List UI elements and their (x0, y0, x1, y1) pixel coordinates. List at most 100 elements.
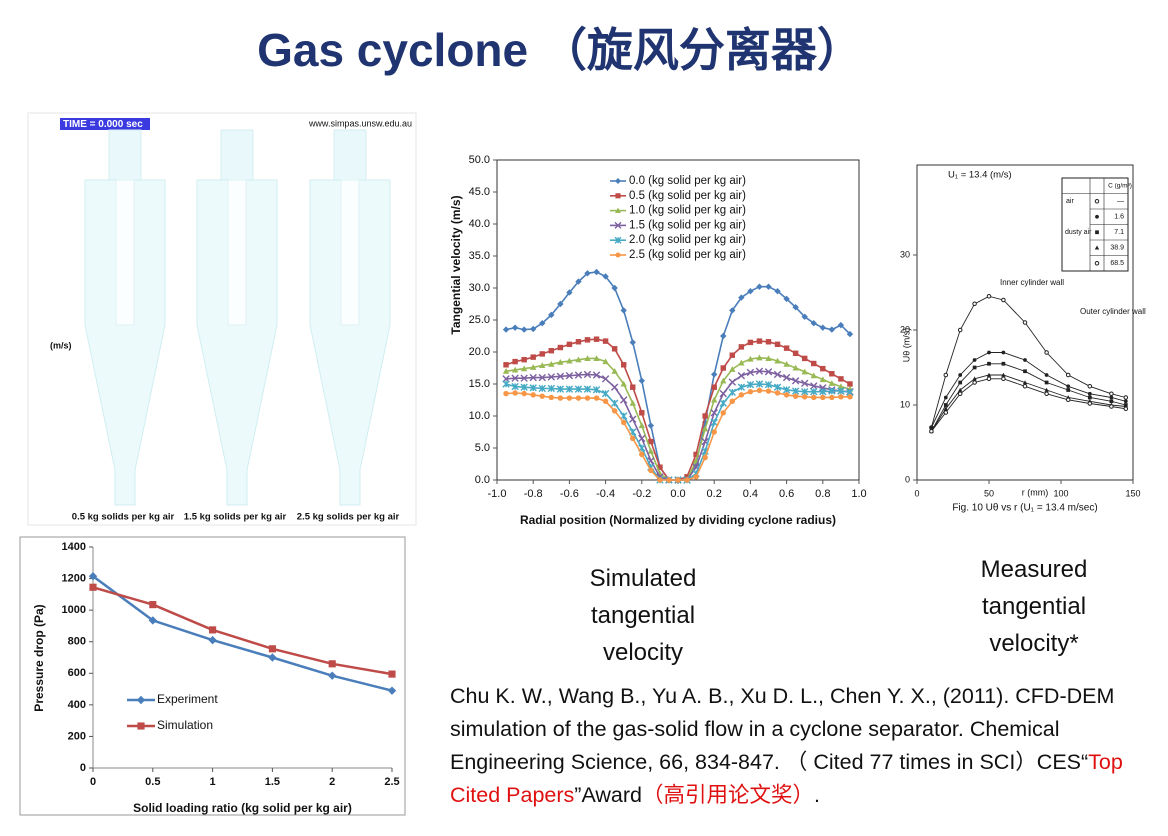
marker (593, 395, 600, 401)
y-tick-label: 400 (68, 699, 86, 711)
marker (1022, 320, 1028, 325)
marker (1066, 388, 1071, 392)
legend-group: air (1066, 198, 1074, 205)
marker (972, 358, 977, 362)
marker (943, 410, 949, 415)
y-tick-label: 40.0 (469, 218, 490, 230)
citation-highlight: Top Cited Papers (450, 750, 1123, 807)
marker (520, 383, 528, 391)
marker (1001, 297, 1006, 303)
marker (502, 380, 510, 388)
marker (783, 360, 790, 367)
marker (648, 467, 654, 474)
marker (503, 390, 509, 397)
marker (943, 372, 949, 378)
marker (774, 288, 781, 295)
series-line (506, 389, 850, 481)
y-tick-label: 50.0 (469, 154, 490, 166)
marker (521, 390, 527, 397)
marker (720, 332, 727, 340)
x-tick-label: 0.0 (670, 488, 685, 500)
marker (615, 207, 621, 213)
legend-label: — (1117, 198, 1124, 205)
marker (829, 371, 835, 377)
y-tick-label: 10 (900, 399, 910, 409)
marker (574, 385, 583, 393)
marker (657, 464, 663, 470)
marker (1109, 404, 1114, 409)
y-tick-label: 5.0 (475, 442, 490, 454)
marker (729, 352, 736, 358)
marker (773, 370, 782, 379)
marker (986, 293, 992, 299)
marker (1087, 401, 1093, 406)
marker (620, 380, 627, 387)
citation-award: ”Award (574, 783, 643, 807)
x-tick-label: 1.0 (851, 488, 866, 500)
marker (648, 438, 654, 445)
marker (986, 376, 992, 382)
marker (943, 406, 948, 411)
marker (819, 324, 826, 331)
marker (584, 355, 591, 361)
marker (1022, 380, 1028, 385)
marker (811, 360, 817, 367)
legend-label: Experiment (157, 692, 218, 706)
marker (810, 382, 818, 390)
marker (1109, 399, 1114, 404)
marker (929, 428, 934, 434)
marker (583, 385, 592, 393)
marker (629, 415, 637, 423)
marker (819, 387, 827, 396)
x-tick-label: 0.5 (145, 776, 160, 788)
marker (729, 398, 736, 404)
marker (702, 413, 708, 419)
marker (1123, 406, 1129, 412)
annotation: U₁ = 13.4 (m/s) (948, 170, 1012, 181)
marker (693, 474, 699, 480)
marker (792, 304, 799, 311)
marker (521, 356, 527, 363)
marker (137, 722, 145, 730)
marker (747, 339, 754, 346)
marker (837, 321, 845, 329)
marker (701, 425, 709, 432)
panel-label: 2.5 kg solids per kg air (297, 512, 400, 523)
marker (639, 410, 645, 416)
marker (610, 399, 619, 407)
marker (943, 403, 948, 407)
y-tick-label: 30 (900, 249, 910, 259)
marker (801, 379, 809, 388)
y-tick-label: 20 (900, 324, 910, 334)
citation-end: . (814, 783, 821, 807)
y-tick-label: 1000 (62, 604, 86, 616)
x-tick-label: 0.6 (779, 488, 794, 500)
marker (782, 373, 791, 382)
marker (530, 325, 537, 333)
citation: Chu K. W., Wang B., Yu A. B., Xu D. L., … (450, 680, 1150, 812)
marker (328, 671, 337, 680)
chart-frame (19, 536, 406, 816)
marker (756, 387, 763, 394)
marker (1109, 395, 1114, 400)
marker (388, 670, 396, 678)
marker (602, 398, 609, 404)
x-tick-label: 1.5 (265, 776, 280, 788)
marker (801, 368, 808, 375)
marker (810, 320, 817, 327)
marker (520, 374, 528, 382)
marker (711, 384, 717, 390)
marker (556, 385, 565, 393)
marker (958, 387, 963, 392)
marker (615, 193, 621, 199)
cyclone-body (309, 179, 391, 506)
citation-text: Chu K. W., Wang B., Yu A. B., Xu D. L., … (450, 684, 1115, 774)
marker (1094, 245, 1100, 250)
marker (810, 372, 817, 379)
marker (529, 373, 537, 382)
marker (208, 635, 217, 645)
marker (511, 366, 519, 373)
marker (666, 477, 672, 483)
marker (1044, 391, 1049, 397)
